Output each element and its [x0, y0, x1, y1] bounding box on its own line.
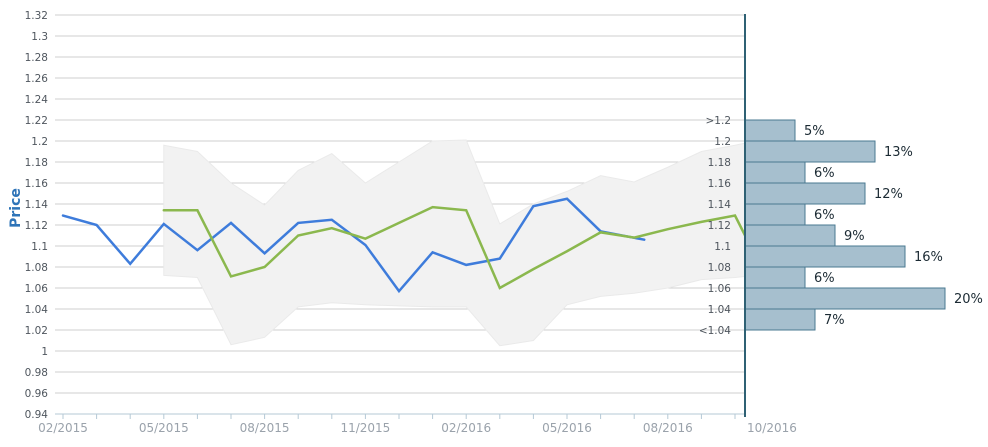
- histogram-bar: [744, 224, 836, 247]
- bar-value-label: 13%: [884, 145, 913, 160]
- bin-label: 1.18: [708, 157, 731, 169]
- bin-label: 1.06: [708, 283, 732, 295]
- x-axis-label: 05/2016: [542, 421, 592, 435]
- y-axis-label: 1.18: [25, 157, 48, 169]
- bar-value-label: 7%: [824, 313, 845, 328]
- bin-label: 1.2: [714, 136, 731, 148]
- bin-label: 1.08: [708, 262, 731, 274]
- y-axis-label: 1.22: [25, 115, 48, 127]
- bin-label: 1.12: [708, 220, 731, 232]
- bar-value-label: 6%: [814, 166, 835, 181]
- y-axis-label: 0.94: [25, 409, 49, 421]
- x-axis-label: 02/2015: [38, 421, 88, 435]
- y-axis-label: 1.32: [25, 10, 48, 22]
- x-axis-label: 08/2015: [240, 421, 290, 435]
- y-axis-title: Price: [8, 188, 24, 228]
- histogram-bar: [744, 308, 816, 331]
- y-axis-label: 1.3: [31, 31, 48, 43]
- bar-value-label: 9%: [844, 229, 865, 244]
- x-axis: [55, 413, 745, 419]
- y-axis-label: 1.08: [25, 262, 48, 274]
- y-axis-label: 1.12: [25, 220, 48, 232]
- y-axis-label: 1.2: [31, 136, 48, 148]
- bar-value-label: 12%: [874, 187, 903, 202]
- bar-value-label: 20%: [954, 292, 983, 307]
- y-axis-label: 1.1: [31, 241, 48, 253]
- x-axis-label: 11/2015: [340, 421, 390, 435]
- y-axis-label: 1.28: [25, 52, 48, 64]
- bar-value-label: 6%: [814, 271, 835, 286]
- y-axis-label: 1: [41, 346, 48, 358]
- bin-label: 1.1: [714, 241, 731, 253]
- bar-value-label: 5%: [804, 124, 825, 139]
- forecast-trend-line: [162, 205, 747, 290]
- x-axis-labels: 02/2015 05/2015 08/2015 11/2015 02/2016 05/20…: [38, 421, 797, 435]
- bar-value-label: 16%: [914, 250, 943, 265]
- y-axis-label: 1.26: [25, 73, 49, 85]
- bin-label: 1.14: [708, 199, 732, 211]
- forecast-range-area: [163, 139, 746, 347]
- histogram-bar: [744, 119, 796, 142]
- histogram-bar: [744, 203, 806, 226]
- histogram-bar: [744, 161, 806, 184]
- x-axis-label: 10/2016: [747, 421, 797, 435]
- bar-value-label: 6%: [814, 208, 835, 223]
- histogram-bar: [744, 182, 866, 205]
- y-axis-label: 1.06: [25, 283, 49, 295]
- histogram-bar: [744, 266, 806, 289]
- forecast-band: [163, 139, 746, 347]
- x-axis-label: 08/2016: [643, 421, 693, 435]
- histogram-bar: [744, 140, 876, 163]
- y-axis-label: 1.16: [25, 178, 49, 190]
- x-axis-label: 05/2015: [139, 421, 189, 435]
- x-axis-label: 02/2016: [441, 421, 491, 435]
- bin-label: 1.04: [708, 304, 732, 316]
- bin-label: <1.04: [699, 325, 731, 337]
- histogram-bin-labels: >1.2 1.2 1.18 1.16 1.14 1.12 1.1 1.08 1.06 1.04 <1…: [699, 115, 731, 337]
- bin-label: 1.16: [708, 178, 732, 190]
- histogram-bar: [744, 245, 906, 268]
- y-axis-label: 0.98: [25, 367, 48, 379]
- y-axis-labels: 1.32 1.3 1.28 1.26 1.24 1.22 1.2 1.18 1.16 1.14 1.…: [25, 10, 49, 421]
- histogram-bars: 5% 13% 6% 12% 6% 9% 16% 6% 20% 7%: [744, 119, 983, 331]
- y-axis-label: 1.02: [25, 325, 48, 337]
- y-axis-label: 1.24: [25, 94, 49, 106]
- bin-label: >1.2: [706, 115, 732, 127]
- y-axis-label: 1.14: [25, 199, 49, 211]
- y-axis-label: 0.96: [25, 388, 49, 400]
- histogram-bar: [744, 287, 946, 310]
- y-axis-label: 1.04: [25, 304, 49, 316]
